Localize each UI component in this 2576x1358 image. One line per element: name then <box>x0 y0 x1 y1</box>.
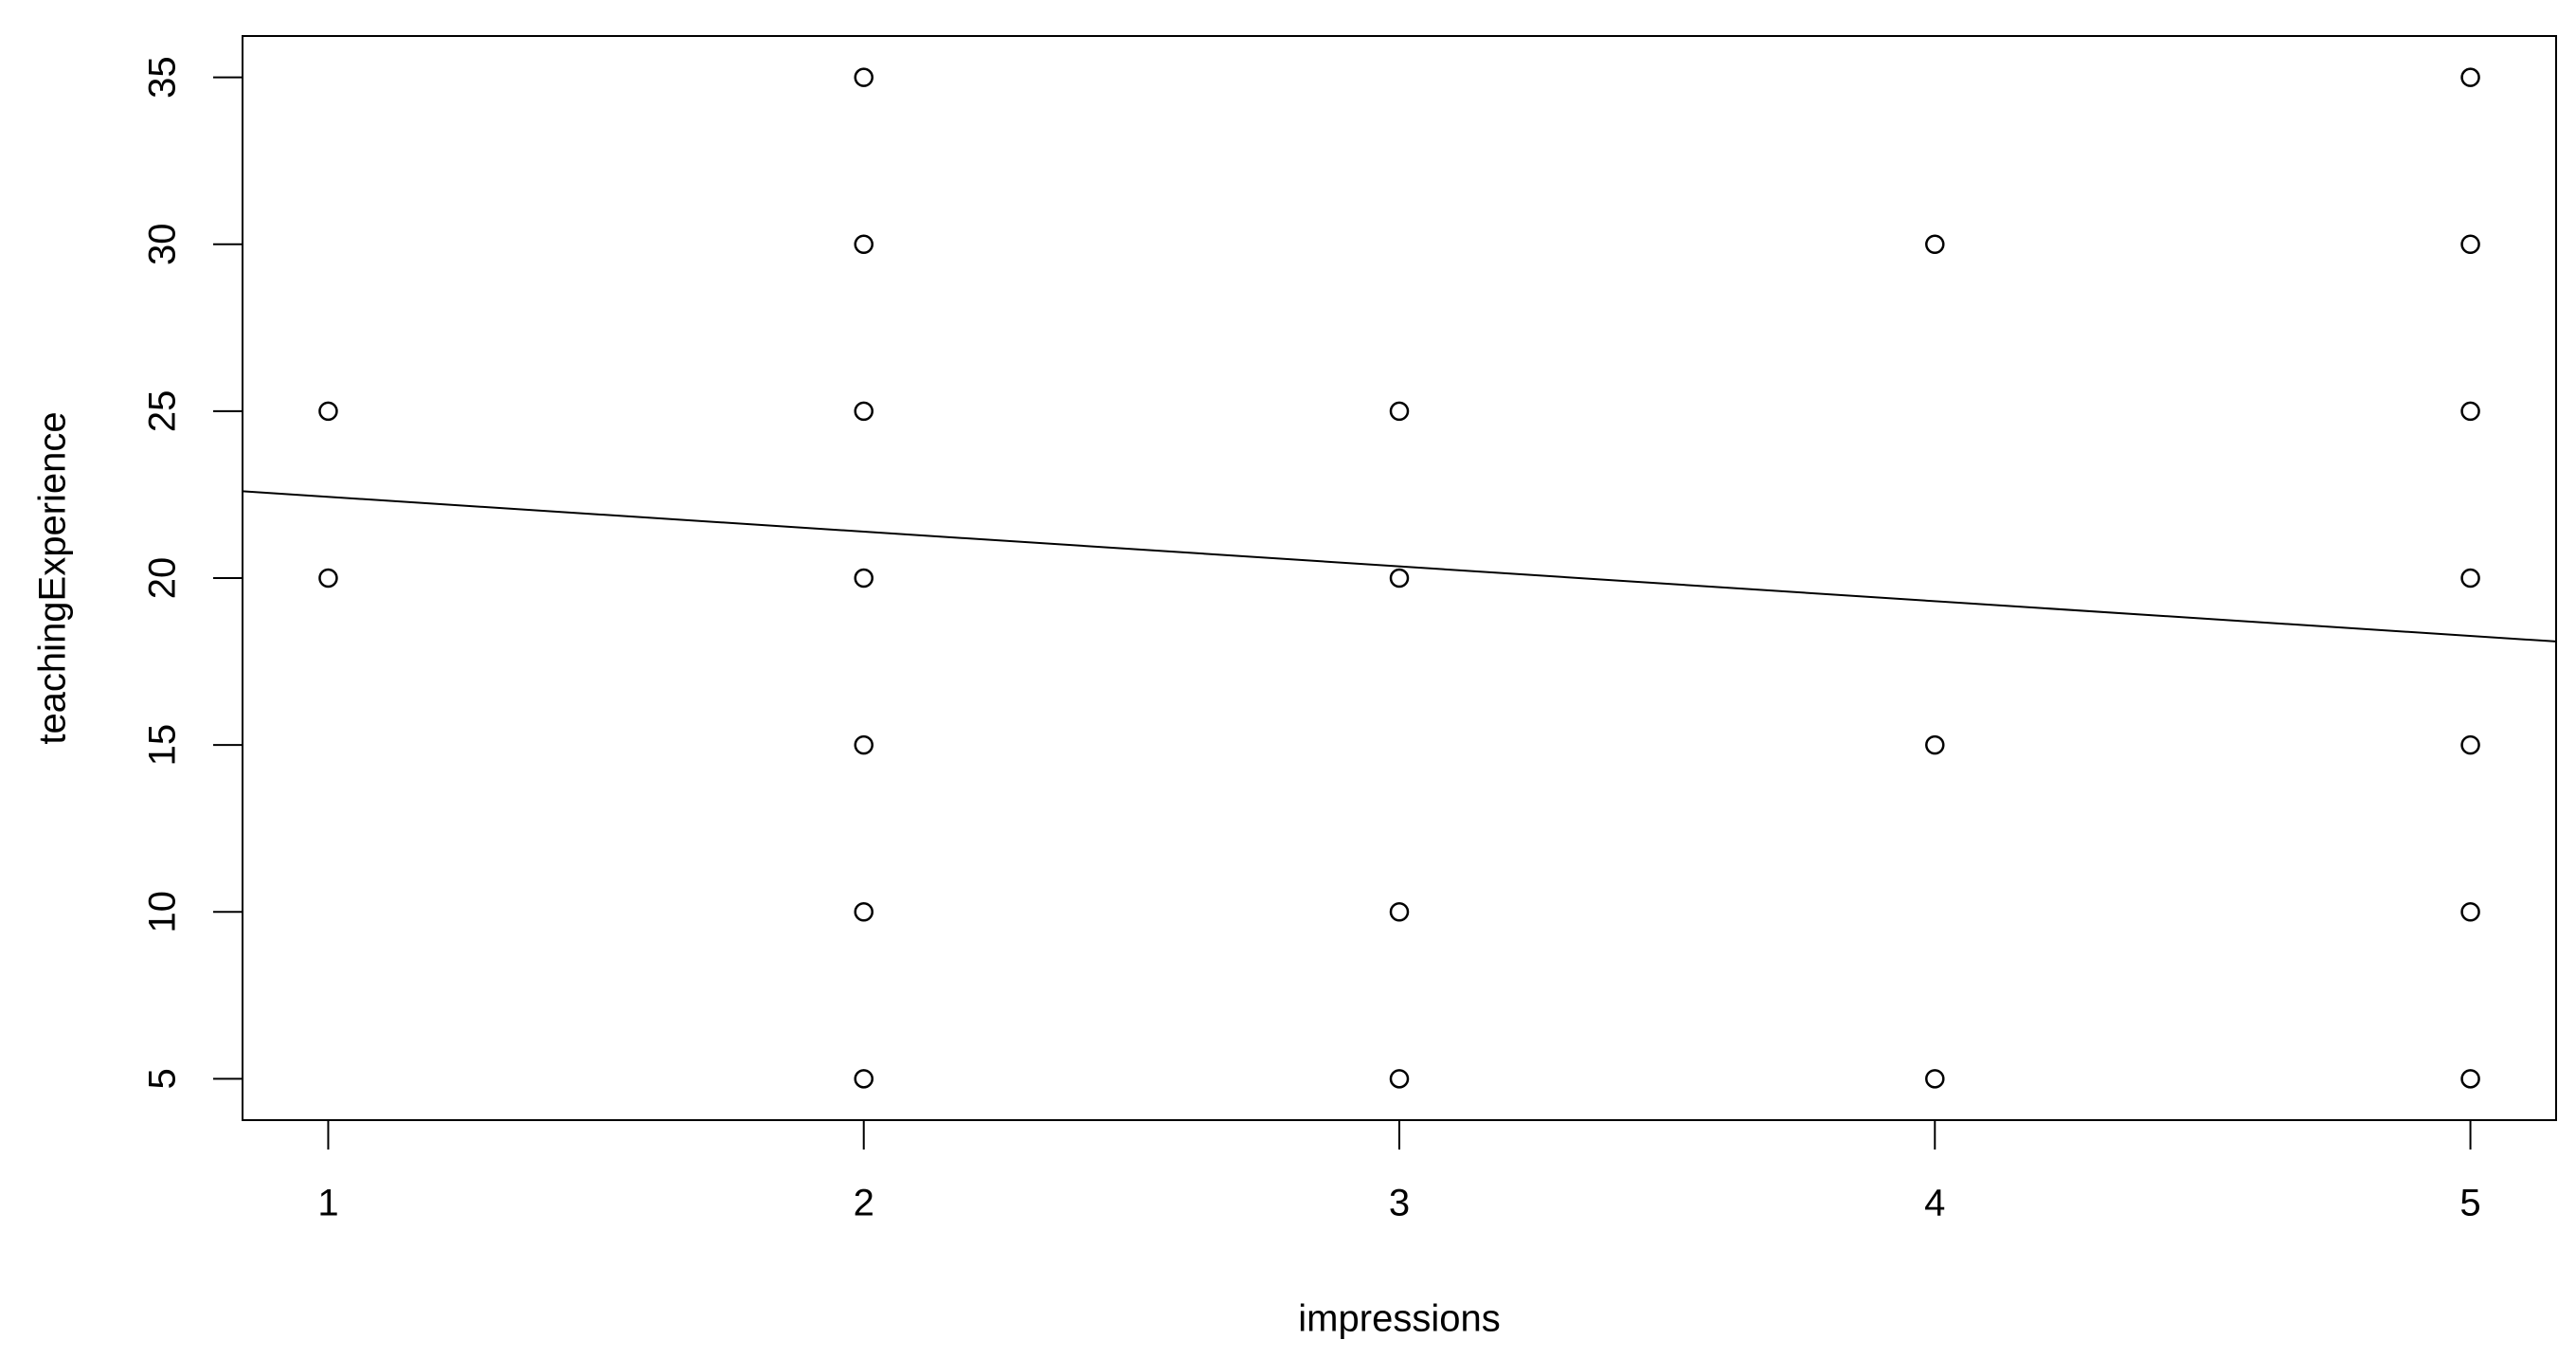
y-tick-label: 25 <box>142 390 184 433</box>
y-tick-label: 20 <box>142 557 184 600</box>
point <box>2460 401 2480 422</box>
point <box>318 568 338 588</box>
point <box>854 1069 874 1089</box>
point <box>2460 67 2480 87</box>
y-axis-label: teachingExperience <box>32 411 74 744</box>
point <box>1925 1069 1945 1089</box>
point <box>854 234 874 255</box>
x-tick-label: 4 <box>1924 1183 1945 1224</box>
x-tick-label: 5 <box>2459 1183 2480 1224</box>
y-tick-label: 35 <box>142 56 184 99</box>
point <box>854 901 874 922</box>
point <box>1389 401 1410 422</box>
point <box>2460 734 2480 755</box>
point <box>854 67 874 87</box>
trend-line <box>242 490 2557 643</box>
point <box>318 401 338 422</box>
point <box>1389 1069 1410 1089</box>
y-tick-label: 10 <box>142 891 184 933</box>
x-tick-label: 2 <box>854 1183 874 1224</box>
x-tick-label: 1 <box>317 1183 338 1224</box>
point <box>1389 568 1410 588</box>
point <box>854 568 874 588</box>
x-axis-label: impressions <box>1298 1298 1500 1340</box>
point <box>2460 568 2480 588</box>
point <box>854 734 874 755</box>
y-tick-label: 5 <box>142 1068 184 1089</box>
point <box>2460 1069 2480 1089</box>
x-tick-label: 3 <box>1389 1183 1410 1224</box>
point <box>1925 734 1945 755</box>
point <box>1925 234 1945 255</box>
point <box>2460 901 2480 922</box>
y-tick-label: 30 <box>142 224 184 266</box>
point <box>1389 901 1410 922</box>
point <box>2460 234 2480 255</box>
plot-frame <box>242 35 2557 1121</box>
y-tick-label: 15 <box>142 724 184 767</box>
point <box>854 401 874 422</box>
